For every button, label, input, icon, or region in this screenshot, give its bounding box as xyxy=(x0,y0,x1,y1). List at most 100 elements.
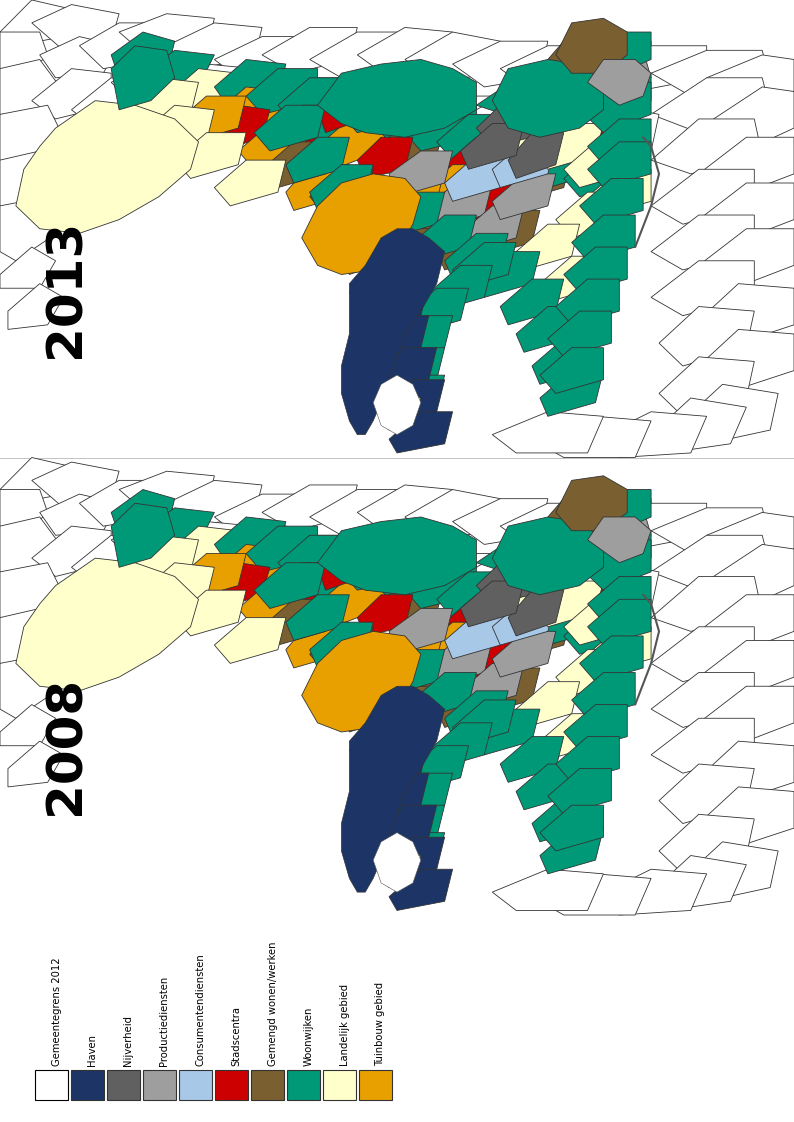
Polygon shape xyxy=(492,563,588,608)
Polygon shape xyxy=(548,498,651,544)
Text: Productiediensten: Productiediensten xyxy=(160,976,169,1066)
Polygon shape xyxy=(588,169,651,215)
Polygon shape xyxy=(397,169,453,211)
Polygon shape xyxy=(32,462,119,508)
Bar xyxy=(35,1070,68,1100)
Polygon shape xyxy=(349,718,405,764)
Polygon shape xyxy=(0,59,64,123)
Text: Tuinbouw gebied: Tuinbouw gebied xyxy=(376,982,386,1066)
Polygon shape xyxy=(0,247,56,288)
Bar xyxy=(143,1070,176,1100)
Polygon shape xyxy=(580,178,643,224)
Polygon shape xyxy=(429,178,492,229)
Polygon shape xyxy=(651,856,746,910)
Polygon shape xyxy=(397,627,453,668)
Polygon shape xyxy=(32,4,119,50)
Polygon shape xyxy=(349,659,413,705)
Polygon shape xyxy=(373,348,437,394)
Polygon shape xyxy=(381,837,445,883)
Text: 2013: 2013 xyxy=(41,219,89,358)
Polygon shape xyxy=(468,636,524,677)
Polygon shape xyxy=(651,627,754,682)
Polygon shape xyxy=(516,306,580,352)
Polygon shape xyxy=(341,229,397,275)
Polygon shape xyxy=(556,279,619,325)
Polygon shape xyxy=(540,828,603,874)
Polygon shape xyxy=(476,68,588,123)
Polygon shape xyxy=(318,196,373,242)
Polygon shape xyxy=(500,590,572,636)
Polygon shape xyxy=(500,563,572,608)
Polygon shape xyxy=(373,169,445,215)
Polygon shape xyxy=(651,672,754,727)
Polygon shape xyxy=(413,192,476,238)
Polygon shape xyxy=(699,742,794,801)
Polygon shape xyxy=(540,370,603,416)
Polygon shape xyxy=(540,110,635,156)
Polygon shape xyxy=(79,22,167,68)
Polygon shape xyxy=(389,608,453,654)
Polygon shape xyxy=(365,315,429,361)
Bar xyxy=(287,1070,320,1100)
Polygon shape xyxy=(492,59,603,137)
Polygon shape xyxy=(500,46,596,92)
Text: Landelijk gebied: Landelijk gebied xyxy=(340,984,349,1066)
Polygon shape xyxy=(707,55,794,101)
Polygon shape xyxy=(8,284,64,330)
Polygon shape xyxy=(405,33,500,82)
Polygon shape xyxy=(445,233,508,279)
Polygon shape xyxy=(310,489,405,535)
Polygon shape xyxy=(127,77,198,128)
Polygon shape xyxy=(476,105,532,146)
Polygon shape xyxy=(286,137,349,183)
Polygon shape xyxy=(167,526,238,577)
Polygon shape xyxy=(32,526,111,577)
Polygon shape xyxy=(373,553,445,599)
Polygon shape xyxy=(310,623,373,668)
Polygon shape xyxy=(159,522,254,572)
Polygon shape xyxy=(659,764,754,824)
Polygon shape xyxy=(476,251,540,297)
Polygon shape xyxy=(588,568,659,617)
Polygon shape xyxy=(699,137,794,192)
Polygon shape xyxy=(214,517,286,568)
Polygon shape xyxy=(588,110,643,151)
Polygon shape xyxy=(580,540,651,590)
Polygon shape xyxy=(572,215,635,260)
Polygon shape xyxy=(373,123,445,169)
Polygon shape xyxy=(413,672,476,718)
Polygon shape xyxy=(286,623,349,668)
Bar xyxy=(323,1070,356,1100)
Polygon shape xyxy=(0,489,48,535)
Polygon shape xyxy=(159,64,254,114)
Polygon shape xyxy=(365,751,421,795)
Polygon shape xyxy=(461,123,524,169)
Polygon shape xyxy=(8,742,64,787)
Polygon shape xyxy=(588,599,651,645)
Polygon shape xyxy=(373,96,445,141)
Polygon shape xyxy=(254,77,349,123)
Polygon shape xyxy=(453,700,516,746)
Polygon shape xyxy=(476,526,588,581)
Polygon shape xyxy=(603,73,651,114)
Polygon shape xyxy=(564,526,635,577)
Polygon shape xyxy=(556,192,619,238)
Polygon shape xyxy=(373,806,437,850)
Polygon shape xyxy=(500,504,596,549)
Polygon shape xyxy=(596,33,651,73)
Polygon shape xyxy=(143,508,214,553)
Polygon shape xyxy=(532,123,603,169)
Polygon shape xyxy=(389,773,453,819)
Polygon shape xyxy=(556,736,619,782)
Polygon shape xyxy=(476,563,532,604)
Polygon shape xyxy=(365,742,429,787)
Polygon shape xyxy=(318,119,389,169)
Polygon shape xyxy=(214,160,286,205)
Polygon shape xyxy=(564,247,627,293)
Polygon shape xyxy=(492,517,603,595)
Polygon shape xyxy=(699,183,794,238)
Polygon shape xyxy=(381,192,445,238)
Polygon shape xyxy=(532,339,596,385)
Polygon shape xyxy=(421,623,492,668)
Polygon shape xyxy=(373,330,429,375)
